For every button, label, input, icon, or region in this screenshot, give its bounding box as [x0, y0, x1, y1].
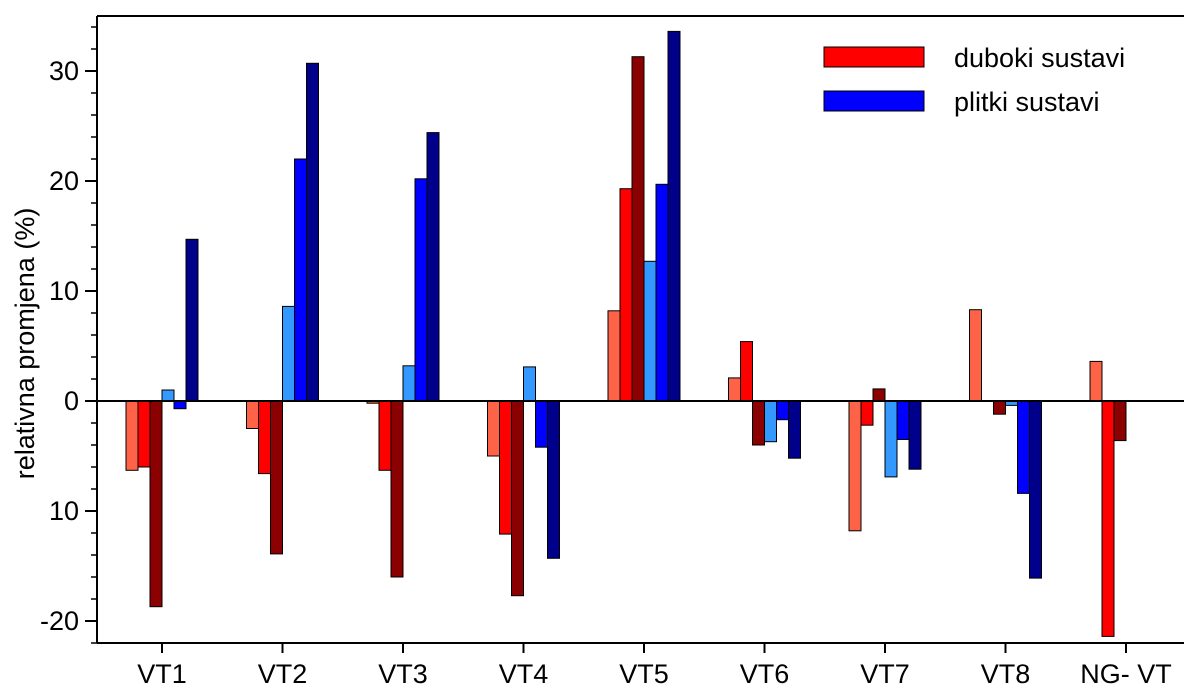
bar-VT5-s2	[619, 188, 633, 402]
bar-VT7-s6	[908, 400, 922, 470]
x-tick-label: VT4	[499, 659, 549, 689]
legend-swatch	[823, 46, 925, 68]
bar-VT5-s1	[607, 310, 621, 402]
bar-VT1-s5	[173, 400, 187, 410]
bar-VT8-s6	[1029, 400, 1042, 579]
bar-VT1-s6	[185, 238, 199, 402]
y-tick-label: 10	[49, 496, 79, 526]
bar-VT2-s5	[294, 158, 307, 402]
bar-VT5-s6	[667, 30, 681, 402]
legend: duboki sustavi plitki sustavi	[823, 43, 1125, 117]
bar-VT4-s4	[523, 366, 536, 402]
bar-VT5-s3	[631, 56, 645, 402]
bar-VT1-s2	[137, 400, 151, 468]
bar-VT3-s2	[378, 400, 392, 471]
bar-VT4-s1	[487, 400, 500, 457]
bar-NG-VT-s1	[1089, 360, 1103, 402]
y-tick-label: -20	[40, 606, 79, 636]
legend-swatch	[823, 90, 925, 112]
bar-VT7-s4	[884, 400, 898, 478]
bar-NG-VT-s2	[1101, 400, 1115, 637]
bar-VT2-s6	[306, 62, 319, 402]
bar-VT7-s3	[872, 388, 886, 402]
bar-VT5-s5	[655, 183, 669, 402]
bar-VT5-s4	[643, 260, 657, 402]
bar-VT6-s6	[788, 400, 801, 459]
bar-VT6-s4	[764, 400, 777, 443]
bar-VT2-s4	[282, 305, 295, 402]
bar-NG-VT-s3	[1113, 400, 1127, 442]
axes-layer	[85, 15, 1184, 653]
bar-VT7-s2	[860, 400, 874, 426]
bar-VT3-s5	[414, 178, 428, 402]
bar-VT3-s3	[390, 400, 404, 578]
bar-VT6-s1	[728, 377, 741, 402]
bars-layer	[125, 30, 1127, 637]
bar-VT4-s6	[547, 400, 560, 559]
bar-VT1-s3	[149, 400, 163, 608]
bar-VT1-s4	[161, 389, 175, 402]
bar-VT8-s1	[969, 309, 982, 402]
bar-VT4-s2	[499, 400, 512, 535]
y-tick-label: 30	[49, 56, 79, 86]
x-tick-label: VT7	[860, 659, 910, 689]
x-tick-label: VT5	[619, 659, 669, 689]
bar-VT8-s5	[1017, 400, 1030, 494]
x-tick-label: VT2	[258, 659, 308, 689]
x-tick-label: VT6	[740, 659, 790, 689]
legend-label: duboki sustavi	[954, 43, 1125, 73]
bar-VT2-s1	[246, 400, 259, 429]
x-tick-label: VT3	[378, 659, 428, 689]
bar-VT2-s3	[270, 400, 283, 555]
bar-VT8-s3	[993, 400, 1006, 415]
bar-VT4-s5	[535, 400, 548, 448]
x-tick-label: NG- VT	[1080, 659, 1172, 689]
bar-VT1-s1	[125, 400, 139, 471]
x-tick-label: VT1	[137, 659, 187, 689]
x-tick-label: VT8	[981, 659, 1031, 689]
y-axis-title: relativna promjena (%)	[10, 208, 40, 480]
bar-VT6-s5	[776, 400, 789, 421]
bar-VT6-s2	[740, 341, 753, 402]
y-tick-label: 10	[49, 276, 79, 306]
labels-layer: 30 20 10 0 10 -20 VT1 VT2 VT3 VT4 VT5 VT6 VT7 VT8 NG- …	[10, 56, 1172, 689]
y-tick-label: 0	[64, 386, 79, 416]
bar-VT3-s6	[426, 132, 440, 402]
bar-VT2-s2	[258, 400, 271, 475]
bar-VT7-s5	[896, 400, 910, 440]
legend-label: plitki sustavi	[954, 87, 1100, 117]
bar-VT4-s3	[511, 400, 524, 597]
y-tick-label: 20	[49, 166, 79, 196]
bar-VT6-s3	[752, 400, 765, 446]
bar-VT7-s1	[848, 400, 862, 532]
bar-VT3-s4	[402, 365, 416, 402]
